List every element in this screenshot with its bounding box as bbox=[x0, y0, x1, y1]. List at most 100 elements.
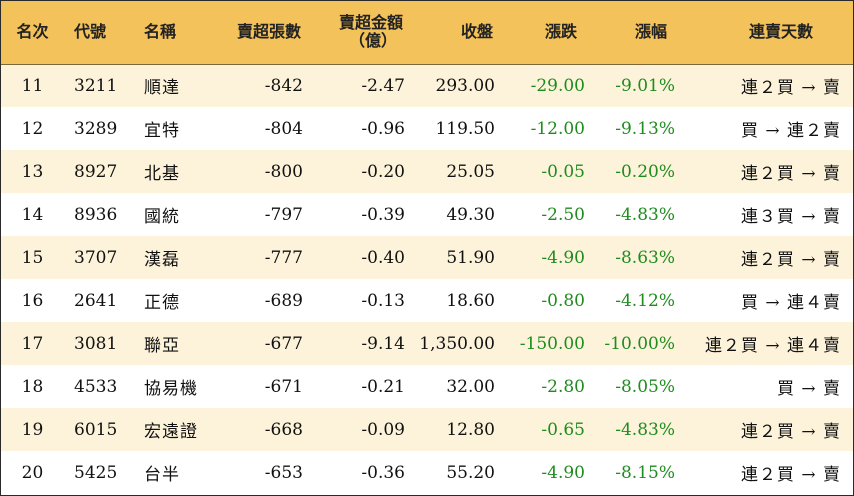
header-rank: 名次 bbox=[1, 1, 64, 65]
cell-name: 漢磊 bbox=[144, 250, 180, 270]
table-row: 13 8927 北基 -800 -0.20 25.05 -0.05 -0.20%… bbox=[1, 150, 853, 193]
cell-change-pct: -8.05% bbox=[615, 376, 675, 397]
cell-net-sell-lots: -777 bbox=[264, 247, 303, 268]
cell-name: 聯亞 bbox=[144, 336, 180, 356]
cell-net-sell-lots: -804 bbox=[264, 118, 303, 139]
cell-close: 55.20 bbox=[446, 462, 495, 483]
cell-name: 順達 bbox=[144, 78, 180, 99]
cell-net-sell-amount: -0.21 bbox=[361, 376, 405, 397]
cell-name: 宜特 bbox=[144, 121, 180, 141]
header-name: 名稱 bbox=[134, 1, 219, 65]
cell-code: 3211 bbox=[74, 75, 118, 96]
header-change-pct: 漲幅 bbox=[589, 1, 679, 65]
table-body: 11 3211 順達 -842 -2.47 293.00 -29.00 -9.0… bbox=[1, 64, 853, 494]
cell-close: 32.00 bbox=[446, 376, 495, 397]
cell-change: -0.80 bbox=[541, 290, 585, 311]
cell-net-sell-lots: -668 bbox=[264, 419, 303, 440]
cell-name: 協易機 bbox=[144, 379, 198, 399]
cell-net-sell-lots: -800 bbox=[264, 161, 303, 182]
cell-change: -4.90 bbox=[541, 247, 585, 268]
cell-rank: 13 bbox=[21, 161, 44, 182]
cell-rank: 18 bbox=[21, 376, 44, 397]
cell-streak: 買 → 連４賣 bbox=[740, 293, 841, 313]
cell-net-sell-amount: -0.96 bbox=[361, 118, 405, 139]
cell-rank: 16 bbox=[21, 290, 44, 311]
cell-name: 台半 bbox=[144, 465, 180, 485]
cell-net-sell-amount: -0.13 bbox=[361, 290, 405, 311]
cell-rank: 15 bbox=[21, 247, 44, 268]
cell-change: -2.50 bbox=[541, 204, 585, 225]
cell-net-sell-amount: -2.47 bbox=[361, 75, 405, 96]
header-net-sell-amount: 賣超金額 （億） bbox=[307, 1, 409, 65]
cell-change: -29.00 bbox=[530, 75, 585, 96]
cell-rank: 19 bbox=[21, 419, 44, 440]
cell-change: -0.05 bbox=[541, 161, 585, 182]
table-row: 14 8936 國統 -797 -0.39 49.30 -2.50 -4.83%… bbox=[1, 193, 853, 236]
cell-close: 18.60 bbox=[446, 290, 495, 311]
cell-streak: 買 → 賣 bbox=[776, 379, 841, 399]
cell-change: -4.90 bbox=[541, 462, 585, 483]
cell-net-sell-amount: -9.14 bbox=[361, 333, 405, 354]
cell-rank: 12 bbox=[21, 118, 44, 139]
cell-code: 4533 bbox=[74, 376, 118, 397]
table-row: 11 3211 順達 -842 -2.47 293.00 -29.00 -9.0… bbox=[1, 64, 853, 107]
cell-close: 51.90 bbox=[446, 247, 495, 268]
cell-net-sell-lots: -653 bbox=[264, 462, 303, 483]
table-row: 15 3707 漢磊 -777 -0.40 51.90 -4.90 -8.63%… bbox=[1, 236, 853, 279]
cell-change: -150.00 bbox=[519, 333, 585, 354]
cell-rank: 17 bbox=[21, 333, 44, 354]
cell-streak: 連２買 → 賣 bbox=[740, 78, 841, 99]
cell-net-sell-lots: -842 bbox=[264, 75, 303, 96]
cell-name: 北基 bbox=[144, 164, 180, 184]
cell-code: 3289 bbox=[74, 118, 118, 139]
cell-change-pct: -4.83% bbox=[615, 204, 675, 225]
cell-code: 2641 bbox=[74, 290, 118, 311]
cell-streak: 連２買 → 連４賣 bbox=[704, 336, 841, 356]
table-row: 20 5425 台半 -653 -0.36 55.20 -4.90 -8.15%… bbox=[1, 451, 853, 494]
cell-change-pct: -8.15% bbox=[615, 462, 675, 483]
cell-change-pct: -4.83% bbox=[615, 419, 675, 440]
cell-net-sell-amount: -0.20 bbox=[361, 161, 405, 182]
cell-change-pct: -10.00% bbox=[604, 333, 675, 354]
header-change: 漲跌 bbox=[499, 1, 589, 65]
cell-streak: 連２買 → 賣 bbox=[740, 465, 841, 485]
cell-close: 12.80 bbox=[446, 419, 495, 440]
cell-name: 宏遠證 bbox=[144, 422, 198, 442]
cell-code: 3707 bbox=[74, 247, 118, 268]
cell-net-sell-lots: -797 bbox=[264, 204, 303, 225]
cell-net-sell-amount: -0.39 bbox=[361, 204, 405, 225]
cell-close: 49.30 bbox=[446, 204, 495, 225]
cell-close: 293.00 bbox=[435, 75, 495, 96]
cell-streak: 連２買 → 賣 bbox=[740, 422, 841, 442]
table-row: 19 6015 宏遠證 -668 -0.09 12.80 -0.65 -4.83… bbox=[1, 408, 853, 451]
cell-streak: 連２買 → 賣 bbox=[740, 164, 841, 184]
cell-change-pct: -9.01% bbox=[615, 75, 675, 96]
header-net-sell-amount-line1: 賣超金額 bbox=[338, 13, 403, 33]
table-row: 17 3081 聯亞 -677 -9.14 1,350.00 -150.00 -… bbox=[1, 322, 853, 365]
cell-close: 119.50 bbox=[435, 118, 495, 139]
cell-close: 1,350.00 bbox=[419, 333, 495, 354]
cell-rank: 11 bbox=[21, 75, 44, 96]
table-row: 12 3289 宜特 -804 -0.96 119.50 -12.00 -9.1… bbox=[1, 107, 853, 150]
cell-rank: 14 bbox=[21, 204, 44, 225]
cell-rank: 20 bbox=[21, 462, 44, 483]
header-streak: 連賣天數 bbox=[679, 1, 853, 65]
table-header: 名次 代號 名稱 賣超張數 賣超金額 （億） 收盤 漲跌 漲幅 連賣天數 bbox=[1, 1, 853, 65]
cell-streak: 買 → 連２賣 bbox=[740, 121, 841, 141]
cell-change-pct: -9.13% bbox=[615, 118, 675, 139]
cell-net-sell-amount: -0.36 bbox=[361, 462, 405, 483]
cell-change-pct: -0.20% bbox=[615, 161, 675, 182]
cell-net-sell-lots: -689 bbox=[264, 290, 303, 311]
cell-change-pct: -8.63% bbox=[615, 247, 675, 268]
header-row: 名次 代號 名稱 賣超張數 賣超金額 （億） 收盤 漲跌 漲幅 連賣天數 bbox=[1, 1, 853, 65]
cell-code: 3081 bbox=[74, 333, 118, 354]
cell-name: 國統 bbox=[144, 207, 180, 227]
cell-change-pct: -4.12% bbox=[615, 290, 675, 311]
table-row: 16 2641 正德 -689 -0.13 18.60 -0.80 -4.12%… bbox=[1, 279, 853, 322]
cell-change: -2.80 bbox=[541, 376, 585, 397]
header-net-sell-lots: 賣超張數 bbox=[219, 1, 307, 65]
header-close: 收盤 bbox=[409, 1, 499, 65]
table-row: 18 4533 協易機 -671 -0.21 32.00 -2.80 -8.05… bbox=[1, 365, 853, 408]
header-net-sell-amount-line2: （億） bbox=[348, 31, 397, 51]
